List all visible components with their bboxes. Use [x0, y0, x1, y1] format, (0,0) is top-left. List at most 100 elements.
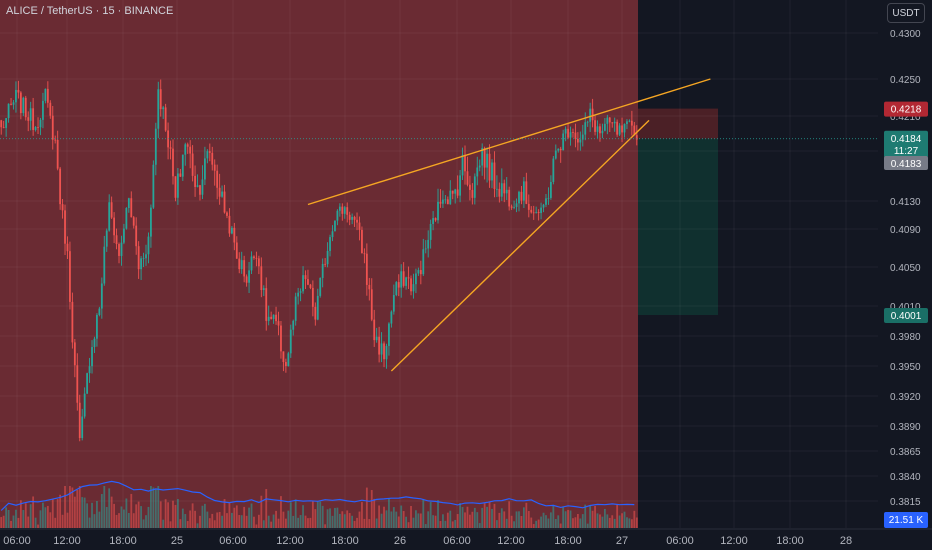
- candle: [69, 241, 71, 310]
- volume-bar: [513, 521, 515, 528]
- volume-bar: [611, 515, 614, 528]
- volume-bar: [520, 516, 523, 528]
- volume-bar: [424, 524, 427, 528]
- wedge-lower-trendline[interactable]: [390, 119, 650, 372]
- volume-bar: [493, 503, 496, 528]
- volume-bar: [29, 504, 32, 528]
- candle: [78, 394, 81, 442]
- volume-bar: [282, 511, 285, 528]
- volume-bar: [191, 503, 194, 528]
- candle: [208, 143, 211, 162]
- volume-bar: [444, 520, 447, 528]
- volume-bar: [422, 498, 425, 528]
- stop-loss-zone[interactable]: [638, 108, 718, 139]
- candle: [446, 196, 449, 205]
- volume-bar: [267, 515, 270, 528]
- candle: [226, 211, 228, 219]
- time-tick-label: 18:00: [554, 535, 582, 547]
- candle: [378, 326, 381, 363]
- volume-bar: [331, 515, 334, 528]
- candle: [442, 190, 444, 208]
- volume-bar: [601, 516, 604, 528]
- candle: [478, 159, 481, 172]
- candle: [282, 351, 285, 372]
- time-tick-label: 26: [394, 535, 406, 547]
- volume-bar: [152, 487, 155, 528]
- candle: [522, 177, 525, 209]
- candle: [42, 92, 44, 129]
- volume-bar: [510, 515, 513, 528]
- volume-bar: [304, 515, 307, 528]
- candle: [535, 206, 538, 214]
- candle: [120, 235, 123, 266]
- candle: [302, 266, 304, 294]
- candle: [304, 270, 307, 290]
- volume-bar: [91, 502, 93, 528]
- candlestick-series: [0, 79, 638, 442]
- volume-bar: [530, 517, 533, 528]
- candle: [206, 149, 209, 164]
- volume-bar: [630, 519, 633, 528]
- volume-bar: [415, 510, 417, 528]
- volume-bar: [235, 505, 238, 528]
- volume-bar: [147, 506, 150, 528]
- candle: [24, 95, 27, 121]
- volume-bar: [123, 509, 125, 528]
- candle: [439, 189, 442, 208]
- currency-button[interactable]: USDT: [887, 3, 925, 23]
- volume-bar: [633, 510, 636, 528]
- svg-text:0.4183: 0.4183: [891, 159, 922, 170]
- volume-bar: [203, 503, 206, 528]
- candle: [199, 184, 201, 201]
- volume-badge: 21.51 K: [884, 512, 928, 528]
- candle: [329, 234, 331, 257]
- volume-bar: [140, 506, 142, 528]
- volume-bar: [44, 507, 47, 528]
- candle: [184, 142, 187, 166]
- take-profit-zone[interactable]: [638, 138, 718, 315]
- candle: [545, 194, 547, 208]
- volume-bar: [302, 505, 304, 528]
- candle: [255, 251, 258, 267]
- svg-text:0.4184: 0.4184: [891, 134, 922, 145]
- candle: [348, 211, 351, 226]
- candle: [557, 148, 560, 153]
- price-tick-label: 0.4010: [890, 302, 921, 313]
- candle: [375, 327, 378, 343]
- candle: [27, 111, 30, 132]
- volume-bar: [508, 501, 511, 528]
- candle: [341, 203, 344, 221]
- volume-bar: [564, 511, 567, 528]
- volume-bar: [473, 507, 476, 528]
- volume-bar: [96, 501, 98, 528]
- chart-grid: [0, 0, 878, 528]
- wedge-upper-trendline[interactable]: [307, 78, 711, 206]
- candle: [46, 81, 49, 108]
- candle: [574, 123, 577, 148]
- candle: [314, 302, 317, 326]
- candle: [370, 278, 373, 322]
- candle: [113, 212, 116, 244]
- price-tick-label: 0.3920: [890, 392, 921, 403]
- volume-bar: [429, 501, 432, 528]
- candle: [635, 125, 638, 146]
- candle: [326, 242, 329, 268]
- volume-bar: [226, 513, 228, 528]
- volume-bar: [39, 510, 42, 528]
- candle: [417, 267, 420, 276]
- candle: [64, 204, 66, 255]
- volume-bar: [37, 524, 39, 528]
- volume-bar: [626, 517, 628, 528]
- candle: [365, 243, 368, 296]
- candle: [15, 81, 17, 113]
- volume-bar: [118, 513, 120, 528]
- candle: [88, 357, 91, 383]
- candle: [37, 117, 39, 135]
- candle: [186, 142, 189, 154]
- volume-bar: [159, 501, 162, 528]
- candle: [343, 205, 346, 219]
- candle: [581, 124, 584, 147]
- candle: [140, 256, 142, 280]
- volume-bar: [42, 502, 44, 528]
